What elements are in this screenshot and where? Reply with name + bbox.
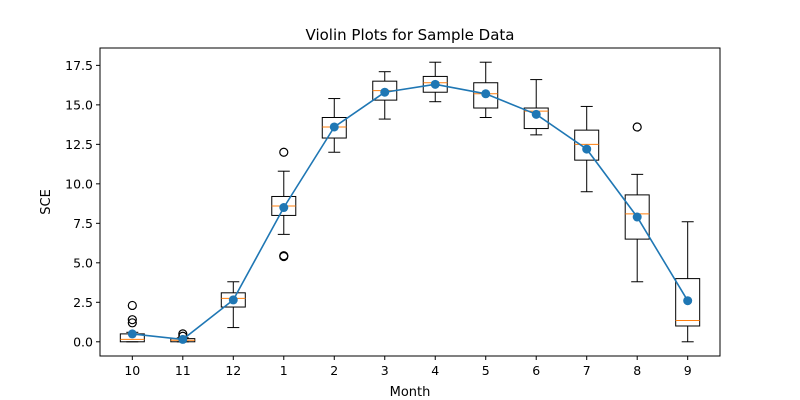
mean-point <box>683 296 693 306</box>
y-tick-label: 12.5 <box>65 137 93 152</box>
x-tick-label: 7 <box>583 363 591 378</box>
mean-point <box>632 212 642 222</box>
y-tick-label: 15.0 <box>65 97 93 112</box>
box-iqr <box>675 278 701 327</box>
box-iqr <box>473 82 499 109</box>
mean-point <box>279 203 289 213</box>
box-iqr <box>523 107 549 130</box>
outlier-point <box>127 300 137 311</box>
box-iqr <box>624 194 650 240</box>
x-tick-label: 10 <box>124 363 140 378</box>
mean-point <box>582 144 592 154</box>
box-6 <box>523 79 549 136</box>
y-tick-label: 7.5 <box>73 216 93 231</box>
y-tick-label: 5.0 <box>73 255 93 270</box>
outlier-point <box>279 251 289 261</box>
x-tick-label: 9 <box>684 363 692 378</box>
box-iqr <box>321 116 347 139</box>
y-axis-label: SCE <box>39 189 54 215</box>
mean-point <box>430 79 440 89</box>
x-tick-label: 6 <box>532 363 540 378</box>
box-8 <box>624 122 650 283</box>
y-tick-label: 0.0 <box>73 334 93 349</box>
x-axis: 10 11 12 1 2 3 4 5 6 7 8 9 <box>124 356 692 378</box>
plot-area <box>119 61 701 344</box>
box-4 <box>422 61 448 103</box>
y-tick-label: 10.0 <box>65 176 93 191</box>
x-axis-label: Month <box>390 385 431 400</box>
outlier-point <box>279 147 289 157</box>
mean-point <box>178 334 188 344</box>
box-9 <box>675 221 701 343</box>
x-tick-label: 11 <box>175 363 191 378</box>
y-tick-label: 2.5 <box>73 295 93 310</box>
x-tick-label: 4 <box>431 363 439 378</box>
mean-point <box>127 329 137 339</box>
x-tick-label: 2 <box>330 363 338 378</box>
box-12 <box>220 281 246 329</box>
box-iqr <box>574 129 600 161</box>
y-tick-label: 17.5 <box>65 58 93 73</box>
box-5 <box>473 61 499 118</box>
chart-title: Violin Plots for Sample Data <box>306 26 515 44</box>
y-axis: 0.0 2.5 5.0 7.5 10.0 12.5 15.0 17.5 <box>65 58 100 349</box>
box-iqr <box>220 292 246 308</box>
x-tick-label: 12 <box>225 363 241 378</box>
box-iqr <box>422 75 448 93</box>
mean-line <box>132 83 689 341</box>
mean-point <box>228 295 238 305</box>
outlier-point <box>127 318 137 328</box>
x-tick-label: 5 <box>482 363 490 378</box>
x-tick-label: 8 <box>633 363 641 378</box>
plot-frame <box>99 47 721 357</box>
outlier-point <box>127 315 137 325</box>
mean-point <box>329 122 339 132</box>
mean-point <box>531 109 541 119</box>
x-tick-label: 1 <box>280 363 288 378</box>
mean-point <box>380 87 390 97</box>
x-tick-label: 3 <box>381 363 389 378</box>
outlier-point <box>632 122 642 132</box>
mean-point <box>481 89 491 99</box>
